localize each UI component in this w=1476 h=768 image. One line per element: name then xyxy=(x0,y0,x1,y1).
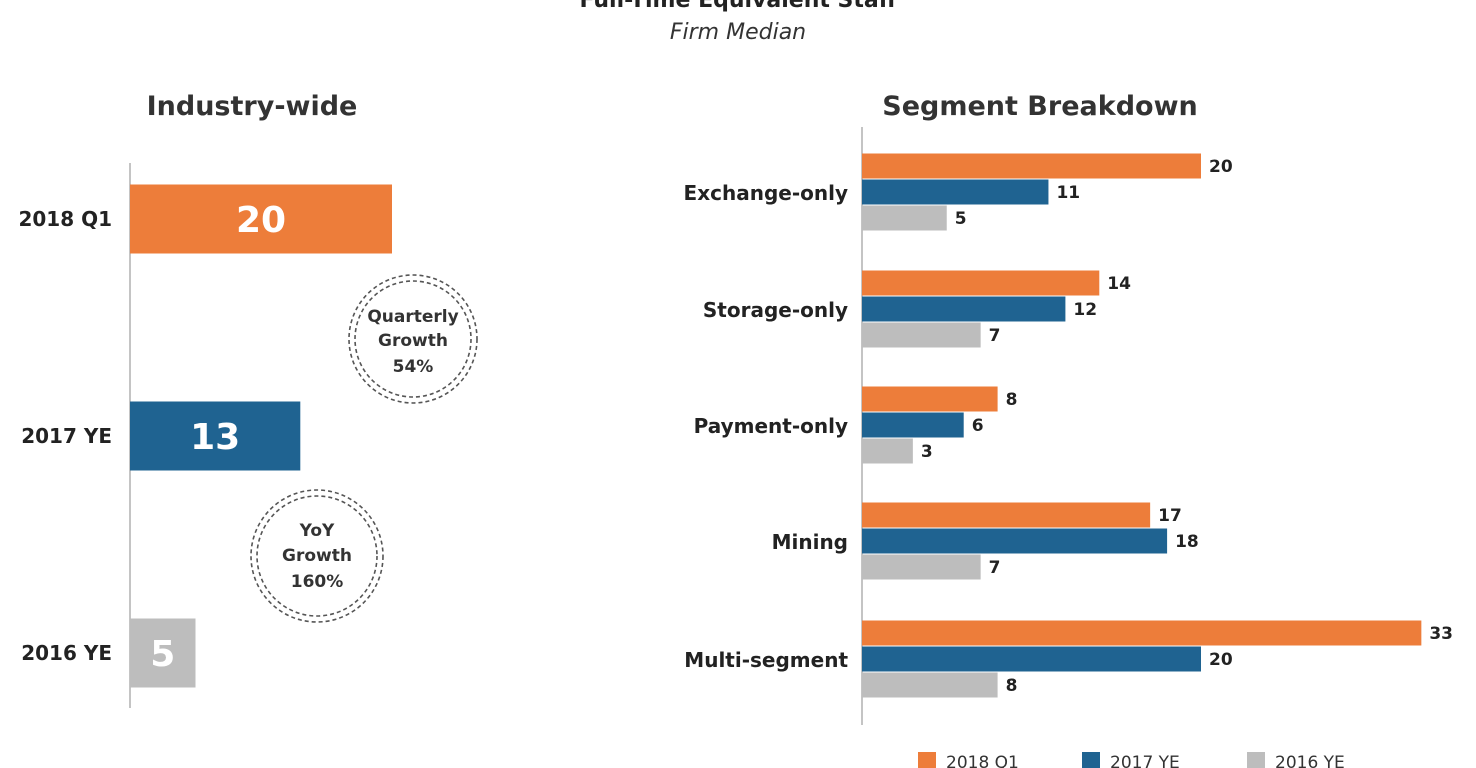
category-label-2017-ye: 2017 YE xyxy=(21,424,112,448)
quarterly-growth-line1: Quarterly xyxy=(367,307,458,327)
legend: 2018 Q1 2017 YE 2016 YE xyxy=(918,752,1345,768)
bar-exchange-only-2018-q1 xyxy=(862,153,1201,179)
quarterly-growth-line2: Growth xyxy=(378,331,448,351)
bar-exchange-only-2017-ye xyxy=(862,179,1049,205)
legend-swatch-2018-q1 xyxy=(918,752,936,768)
bar-mining-2017-ye xyxy=(862,528,1168,554)
bar-storage-only-2018-q1 xyxy=(862,270,1100,296)
value-label-exchange-only-2017-ye: 11 xyxy=(1056,183,1080,203)
quarterly-growth-note: Quarterly Growth 54% xyxy=(348,274,478,404)
value-label-exchange-only-2016-ye: 5 xyxy=(955,209,967,229)
value-label-industry-2018-q1: 20 xyxy=(236,200,286,241)
yoy-growth-value: 160% xyxy=(291,572,344,592)
value-label-multi-segment-2018-q1: 33 xyxy=(1429,624,1453,644)
category-label-2016-ye: 2016 YE xyxy=(21,641,112,665)
category-label-2018-q1: 2018 Q1 xyxy=(18,207,112,231)
quarterly-growth-value: 54% xyxy=(393,357,434,377)
value-label-industry-2017-ye: 13 xyxy=(190,417,240,458)
segment-breakdown-panel: Segment Breakdown Exchange-only 20 11 5 Stor… xyxy=(684,91,1453,768)
industry-wide-title: Industry-wide xyxy=(147,91,358,122)
bar-mining-2016-ye xyxy=(862,554,981,580)
bar-mining-2018-q1 xyxy=(862,502,1151,528)
bar-industry-2016-ye xyxy=(130,618,196,688)
bar-payment-only-2018-q1 xyxy=(862,386,998,412)
legend-label-2017-ye: 2017 YE xyxy=(1110,753,1180,768)
bar-multi-segment-2018-q1 xyxy=(862,620,1422,646)
bar-exchange-only-2016-ye xyxy=(862,205,947,231)
bar-storage-only-2017-ye xyxy=(862,296,1066,322)
value-label-exchange-only-2018-q1: 20 xyxy=(1209,157,1233,177)
value-label-storage-only-2018-q1: 14 xyxy=(1107,274,1131,294)
chart-main-title: Full-Time Equivalent Staff xyxy=(579,0,897,13)
value-label-payment-only-2016-ye: 3 xyxy=(921,442,933,462)
bar-payment-only-2017-ye xyxy=(862,412,964,438)
legend-swatch-2017-ye xyxy=(1082,752,1100,768)
industry-wide-panel: Industry-wide 2018 Q1 20 2017 YE 13 2016 YE 5… xyxy=(18,91,478,708)
value-label-mining-2016-ye: 7 xyxy=(989,558,1001,578)
value-label-storage-only-2016-ye: 7 xyxy=(989,326,1001,346)
yoy-growth-line1: YoY xyxy=(299,521,335,541)
bar-multi-segment-2017-ye xyxy=(862,646,1201,672)
legend-swatch-2016-ye xyxy=(1247,752,1265,768)
bar-industry-2017-ye xyxy=(130,401,301,471)
chart-subtitle: Firm Median xyxy=(669,20,807,45)
value-label-mining-2018-q1: 17 xyxy=(1158,506,1182,526)
bar-industry-2018-q1 xyxy=(130,184,392,254)
legend-label-2018-q1: 2018 Q1 xyxy=(946,753,1019,768)
value-label-payment-only-2017-ye: 6 xyxy=(972,416,984,436)
yoy-growth-line2: Growth xyxy=(282,546,352,566)
bar-multi-segment-2016-ye xyxy=(862,672,998,698)
value-label-payment-only-2018-q1: 8 xyxy=(1006,390,1018,410)
legend-label-2016-ye: 2016 YE xyxy=(1275,753,1345,768)
value-label-storage-only-2017-ye: 12 xyxy=(1073,300,1097,320)
value-label-industry-2016-ye: 5 xyxy=(150,634,175,675)
yoy-growth-note: YoY Growth 160% xyxy=(250,489,384,623)
bar-storage-only-2016-ye xyxy=(862,322,981,348)
value-label-mining-2017-ye: 18 xyxy=(1175,532,1199,552)
category-label-mining: Mining xyxy=(772,530,848,554)
value-label-multi-segment-2016-ye: 8 xyxy=(1006,676,1018,696)
bar-payment-only-2016-ye xyxy=(862,438,913,464)
value-label-multi-segment-2017-ye: 20 xyxy=(1209,650,1233,670)
category-label-exchange-only: Exchange-only xyxy=(684,181,848,205)
category-label-storage-only: Storage-only xyxy=(703,298,848,322)
category-label-multi-segment: Multi-segment xyxy=(684,648,848,672)
category-label-payment-only: Payment-only xyxy=(694,414,848,438)
segment-breakdown-title: Segment Breakdown xyxy=(882,91,1197,122)
